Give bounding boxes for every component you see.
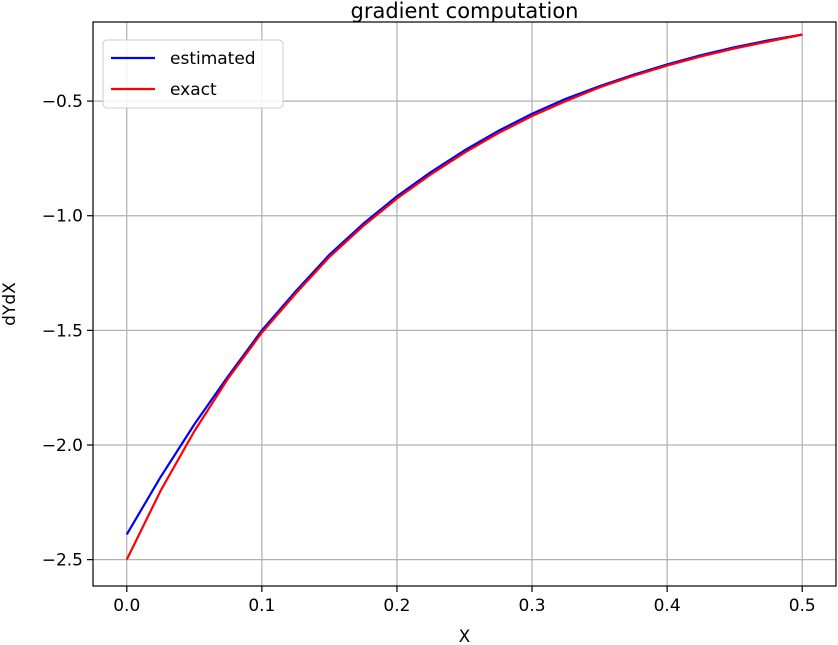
series-lines	[125, 33, 803, 561]
x-tick-label: 0.1	[248, 596, 275, 616]
series-line-estimated	[125, 33, 803, 535]
y-axis-label: dYdX	[0, 282, 20, 326]
chart-title: gradient computation	[351, 0, 579, 23]
x-tick-label: 0.2	[383, 596, 410, 616]
series-line-exact	[125, 33, 803, 561]
x-tick-label: 0.5	[789, 596, 816, 616]
x-tick-label: 0.3	[519, 596, 546, 616]
axis-ticks: 0.0 0.1 0.2 0.3 0.4 0.5 −2.5 −2.0 −1.5 −1.0 −0.5	[42, 92, 816, 616]
x-axis-label: X	[459, 627, 471, 645]
x-tick-label: 0.0	[113, 596, 140, 616]
plot-frame	[92, 21, 837, 587]
legend-label-estimated: estimated	[170, 49, 256, 69]
y-tick-label: −1.5	[42, 321, 83, 341]
y-tick-label: −2.5	[42, 551, 83, 571]
x-tick-label: 0.4	[654, 596, 681, 616]
y-tick-label: −0.5	[42, 92, 83, 112]
y-tick-label: −1.0	[42, 207, 83, 227]
legend: estimated exact	[102, 39, 284, 109]
legend-label-exact: exact	[170, 80, 217, 100]
y-tick-label: −2.0	[42, 436, 83, 456]
